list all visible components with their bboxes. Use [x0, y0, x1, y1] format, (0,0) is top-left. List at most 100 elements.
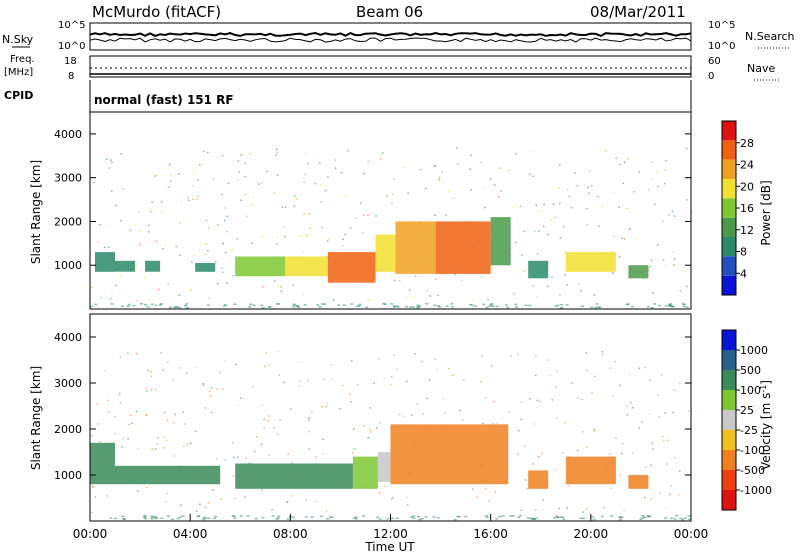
noise-cell: [136, 300, 138, 302]
noise-cell: [275, 154, 277, 156]
colorbar-segment: [722, 470, 736, 490]
ground-scatter-cell: [304, 516, 308, 518]
noise-cell: [536, 399, 538, 402]
noise-cell: [286, 501, 288, 503]
noise-cell: [122, 187, 125, 190]
noise-cell: [210, 387, 213, 389]
noise-cell: [223, 219, 226, 222]
noise-cell: [519, 205, 522, 208]
ground-scatter-cell: [224, 304, 228, 306]
x-tick-label: 16:00: [473, 527, 508, 541]
ground-scatter-cell: [391, 517, 395, 520]
colorbar-segment: [722, 217, 736, 237]
y-tick-label: 2000: [54, 423, 82, 436]
ground-scatter-cell: [582, 517, 585, 520]
noise-cell: [91, 286, 94, 288]
noise-cell: [379, 492, 381, 494]
noise-cell: [567, 485, 570, 487]
noise-cell: [526, 487, 529, 490]
ground-scatter-cell: [143, 517, 147, 519]
ground-scatter-cell: [420, 518, 424, 520]
noise-cell: [463, 379, 465, 382]
ground-scatter-cell: [643, 516, 647, 519]
noise-cell: [552, 203, 555, 205]
noise-cell: [273, 192, 276, 194]
freq-tick-top: 18: [64, 56, 77, 67]
ground-scatter-cell: [501, 515, 505, 517]
ground-scatter-cell: [552, 517, 556, 519]
y-tick-label: 2000: [54, 215, 82, 228]
noise-cell: [271, 508, 273, 511]
nsearch-tick-top: 10^5: [708, 20, 735, 31]
noise-cell: [307, 234, 310, 236]
velocity-colorbar-label: Velocity [m s-1]: [759, 380, 773, 470]
noise-cell: [576, 449, 579, 452]
velocity-colorbar: -1000 -500 -100 -25 25 100 500 1000: [721, 329, 772, 511]
noise-cell: [291, 495, 293, 497]
noise-cell: [662, 258, 665, 261]
noise-cell: [638, 171, 641, 173]
noise-cell: [601, 354, 604, 356]
noise-cell: [648, 189, 650, 191]
noise-cell: [299, 234, 302, 237]
noise-cell: [615, 157, 617, 160]
noise-cell: [447, 190, 450, 192]
colorbar-segment: [722, 450, 736, 470]
noise-cell: [663, 439, 665, 442]
noise-cell: [221, 154, 224, 157]
noise-cell: [623, 161, 626, 163]
ground-scatter-cell: [417, 515, 420, 518]
nave-tick-bottom: 0: [708, 71, 714, 82]
ground-scatter-cell: [565, 304, 569, 306]
ground-scatter-cell: [196, 515, 200, 518]
noise-cell: [155, 240, 158, 243]
nsearch-trace: [89, 37, 692, 43]
ground-scatter-cell: [646, 515, 650, 518]
noise-cell: [163, 447, 165, 449]
noise-cell: [384, 485, 387, 487]
ground-scatter-cell: [292, 303, 296, 306]
noise-cell: [392, 496, 394, 499]
noise-cell: [524, 479, 527, 481]
noise-cell: [665, 265, 667, 267]
noise-cell: [438, 176, 441, 179]
noise-cell: [154, 389, 157, 391]
noise-cell: [226, 230, 228, 233]
noise-cell: [158, 288, 160, 291]
ground-scatter-cell: [330, 516, 334, 519]
noise-cell: [207, 250, 209, 252]
noise-cell: [326, 402, 329, 405]
noise-cell: [370, 431, 372, 433]
noise-cell: [91, 486, 94, 488]
ground-scatter-cell: [232, 515, 236, 517]
echo-block: [285, 256, 328, 277]
noise-cell: [240, 154, 243, 156]
noise-cell: [585, 507, 588, 510]
noise-cell: [629, 402, 632, 404]
noise-cell: [510, 355, 512, 357]
noise-cell: [480, 355, 483, 357]
noise-cell: [587, 186, 589, 189]
noise-cell: [111, 190, 113, 192]
noise-cell: [150, 370, 152, 373]
colorbar-segment: [722, 390, 736, 410]
noise-cell: [264, 365, 266, 368]
ground-scatter-cell: [664, 517, 668, 519]
noise-cell: [362, 232, 364, 234]
colorbar-segment: [722, 490, 736, 510]
ground-scatter-cell: [223, 305, 227, 307]
noise-cell: [530, 151, 532, 153]
noise-cell: [444, 412, 446, 414]
noise-cell: [119, 275, 122, 278]
noise-cell: [523, 445, 526, 447]
noise-cell: [106, 495, 108, 497]
ground-scatter-cell: [316, 304, 320, 306]
ground-scatter-cell: [498, 516, 502, 518]
ground-scatter-cell: [416, 304, 420, 307]
noise-cell: [622, 182, 625, 185]
noise-cell: [161, 210, 163, 212]
noise-cell: [193, 172, 196, 174]
noise-cell: [540, 210, 542, 212]
noise-cell: [287, 453, 289, 455]
noise-cell: [216, 282, 219, 285]
